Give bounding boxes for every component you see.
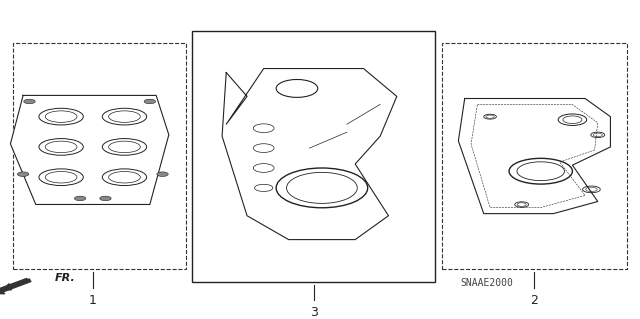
Ellipse shape [74, 196, 86, 201]
Ellipse shape [17, 172, 29, 176]
Ellipse shape [157, 172, 168, 176]
Ellipse shape [144, 99, 156, 104]
FancyArrow shape [0, 278, 31, 294]
Ellipse shape [102, 169, 147, 186]
Ellipse shape [100, 196, 111, 201]
Polygon shape [222, 69, 397, 240]
Text: 2: 2 [531, 294, 538, 307]
Ellipse shape [24, 99, 35, 104]
Text: FR.: FR. [54, 273, 75, 284]
Polygon shape [458, 99, 611, 214]
Ellipse shape [102, 138, 147, 155]
Ellipse shape [39, 138, 83, 155]
Ellipse shape [39, 169, 83, 186]
Text: 1: 1 [89, 294, 97, 307]
Text: 3: 3 [310, 306, 317, 319]
Ellipse shape [39, 108, 83, 125]
Ellipse shape [102, 108, 147, 125]
Polygon shape [10, 95, 169, 204]
Text: SNAAE2000: SNAAE2000 [461, 278, 514, 288]
